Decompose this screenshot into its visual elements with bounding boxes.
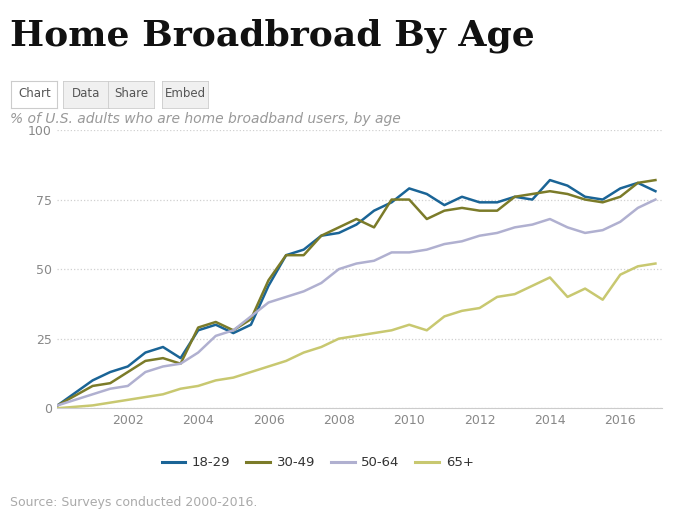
Text: Share: Share — [114, 87, 148, 100]
Text: Embed: Embed — [165, 87, 206, 100]
Legend: 18-29, 30-49, 50-64, 65+: 18-29, 30-49, 50-64, 65+ — [156, 451, 479, 475]
Text: Source: Surveys conducted 2000-2016.: Source: Surveys conducted 2000-2016. — [10, 496, 258, 509]
Text: Home Broadbroad By Age: Home Broadbroad By Age — [10, 18, 535, 53]
Text: Data: Data — [72, 87, 100, 100]
Text: Chart: Chart — [18, 87, 51, 100]
Text: % of U.S. adults who are home broadband users, by age: % of U.S. adults who are home broadband … — [10, 112, 401, 126]
